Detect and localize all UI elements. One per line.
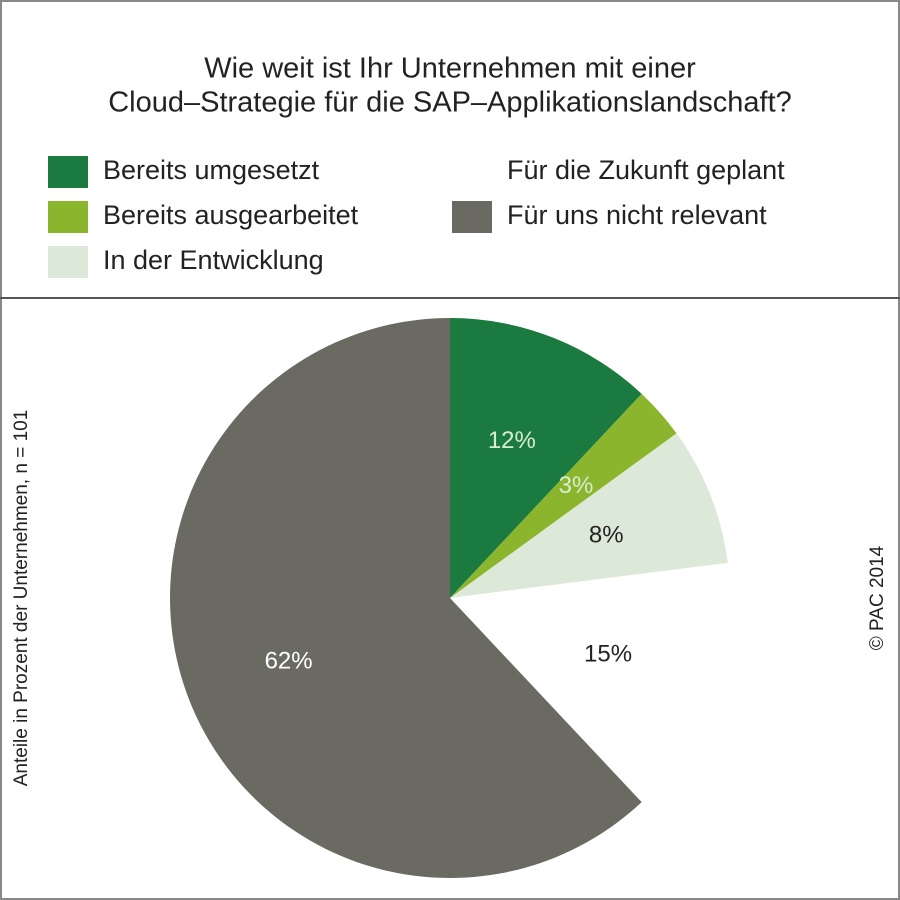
data-label: 15%	[584, 640, 632, 667]
chart-title-line: Cloud–Strategie für die SAP–Applikations…	[108, 87, 792, 119]
axis-label: Anteile in Prozent der Unternehmen, n = …	[11, 410, 32, 787]
chart-title-line: Wie weit ist Ihr Unternehmen mit einer	[204, 53, 696, 85]
legend-label: Für die Zukunft geplant	[507, 155, 785, 185]
legend-swatch	[48, 201, 88, 233]
data-label: 12%	[488, 427, 536, 454]
legend-label: Bereits umgesetzt	[103, 155, 320, 185]
data-label: 3%	[559, 472, 594, 499]
legend-swatch	[48, 246, 88, 278]
legend-label: In der Entwicklung	[103, 245, 324, 275]
legend-swatch	[48, 156, 88, 188]
pie-slice	[450, 433, 728, 598]
source: © PAC 2014	[867, 545, 888, 650]
pie-slice	[450, 393, 677, 598]
legend-label: Bereits ausgearbeitet	[103, 200, 359, 230]
legend-label: Für uns nicht relevant	[507, 200, 767, 230]
legend-swatch	[452, 201, 492, 233]
pie-slice	[450, 562, 730, 803]
data-label: 62%	[265, 647, 313, 674]
legend-swatch	[452, 156, 492, 188]
data-label: 8%	[589, 521, 624, 548]
pie-slice	[170, 318, 642, 878]
pie-slice	[450, 318, 642, 598]
